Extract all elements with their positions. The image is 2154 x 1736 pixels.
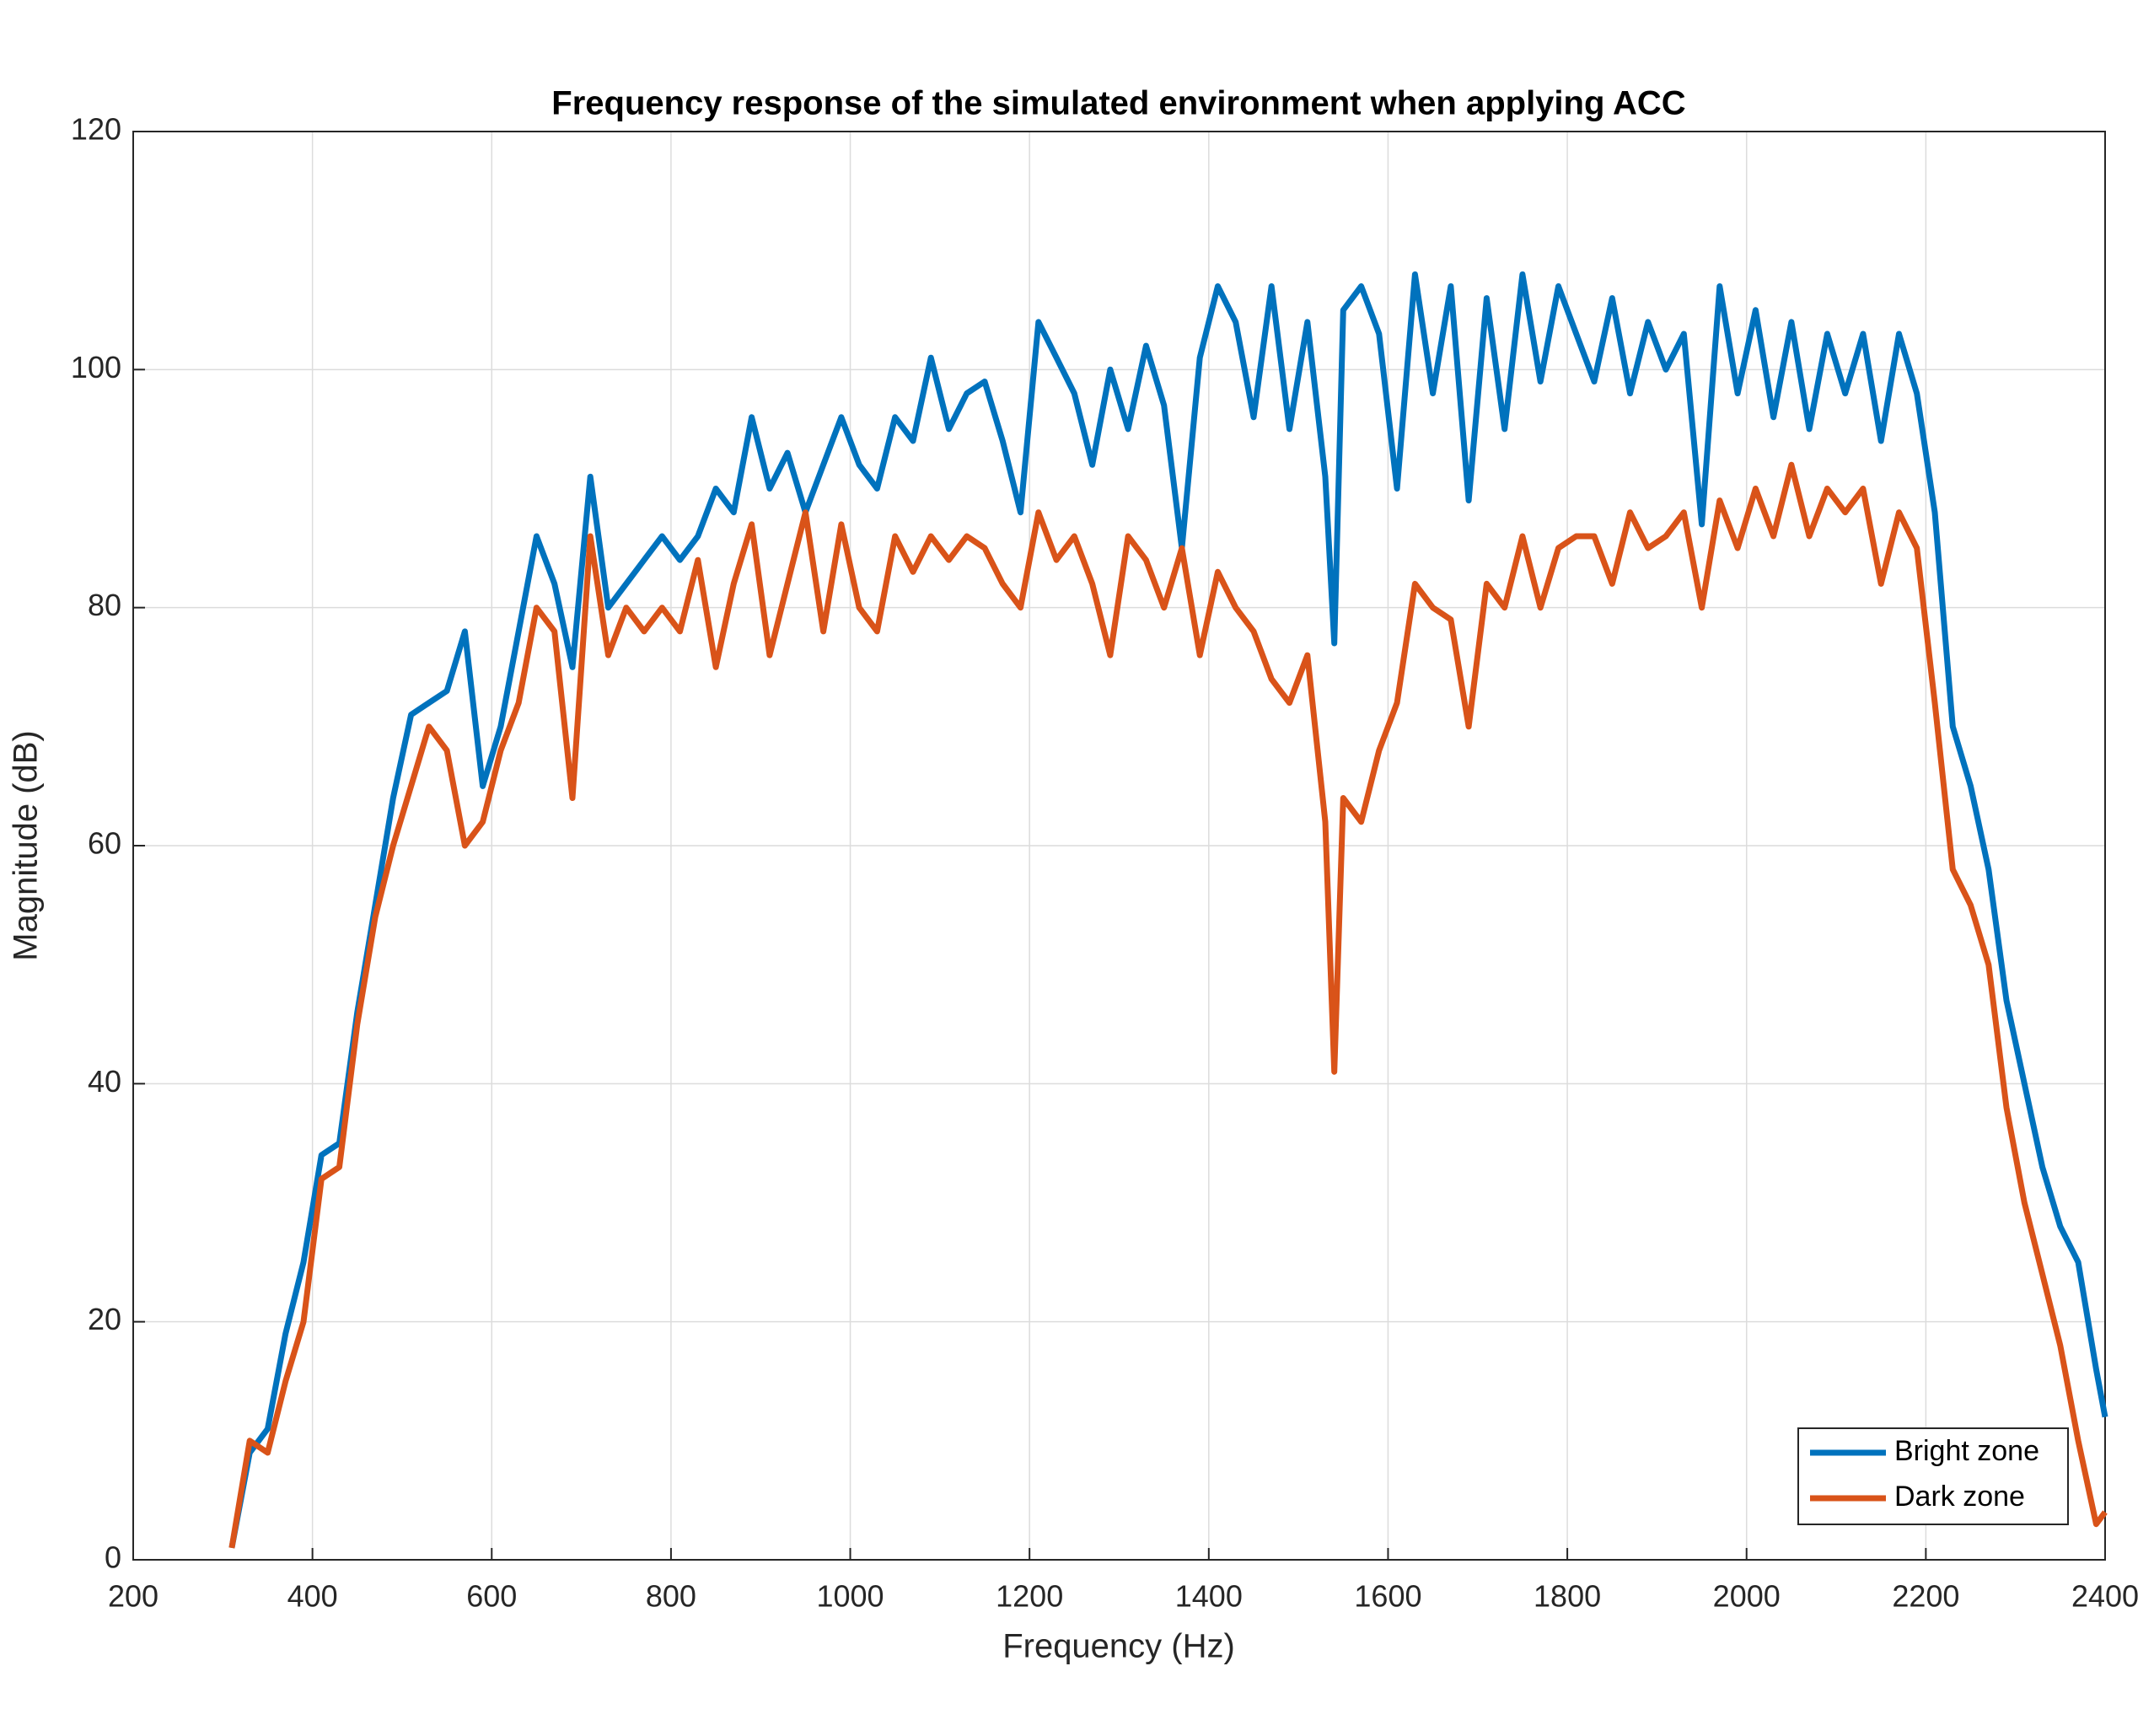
x-axis-label: Frequency (Hz)	[1002, 1628, 1235, 1665]
legend-label: Dark zone	[1894, 1481, 2025, 1513]
y-tick-label: 120	[71, 112, 121, 147]
y-tick-label: 80	[88, 588, 121, 622]
legend-label: Bright zone	[1894, 1435, 2039, 1467]
x-tick-label: 400	[287, 1579, 338, 1614]
chart-title: Frequency response of the simulated envi…	[551, 85, 1685, 122]
x-tick-label: 1800	[1534, 1579, 1601, 1614]
y-tick-label: 40	[88, 1064, 121, 1099]
x-tick-label: 2200	[1892, 1579, 1959, 1614]
y-tick-label: 0	[105, 1540, 121, 1575]
y-axis-label: Magnitude (dB)	[8, 730, 45, 960]
x-tick-label: 600	[466, 1579, 517, 1614]
x-tick-label: 1200	[996, 1579, 1063, 1614]
x-tick-label: 1400	[1175, 1579, 1243, 1614]
legend-box	[1797, 1427, 2069, 1525]
x-tick-label: 1000	[816, 1579, 884, 1614]
y-tick-label: 100	[71, 350, 121, 384]
plot-frame	[132, 131, 2106, 1561]
x-tick-label: 2000	[1713, 1579, 1781, 1614]
y-tick-label: 20	[88, 1302, 121, 1336]
x-tick-label: 200	[108, 1579, 158, 1614]
x-tick-label: 2400	[2071, 1579, 2139, 1614]
x-tick-label: 800	[646, 1579, 696, 1614]
x-tick-label: 1600	[1354, 1579, 1421, 1614]
data-line	[228, 461, 2108, 1549]
y-tick-label: 60	[88, 826, 121, 861]
